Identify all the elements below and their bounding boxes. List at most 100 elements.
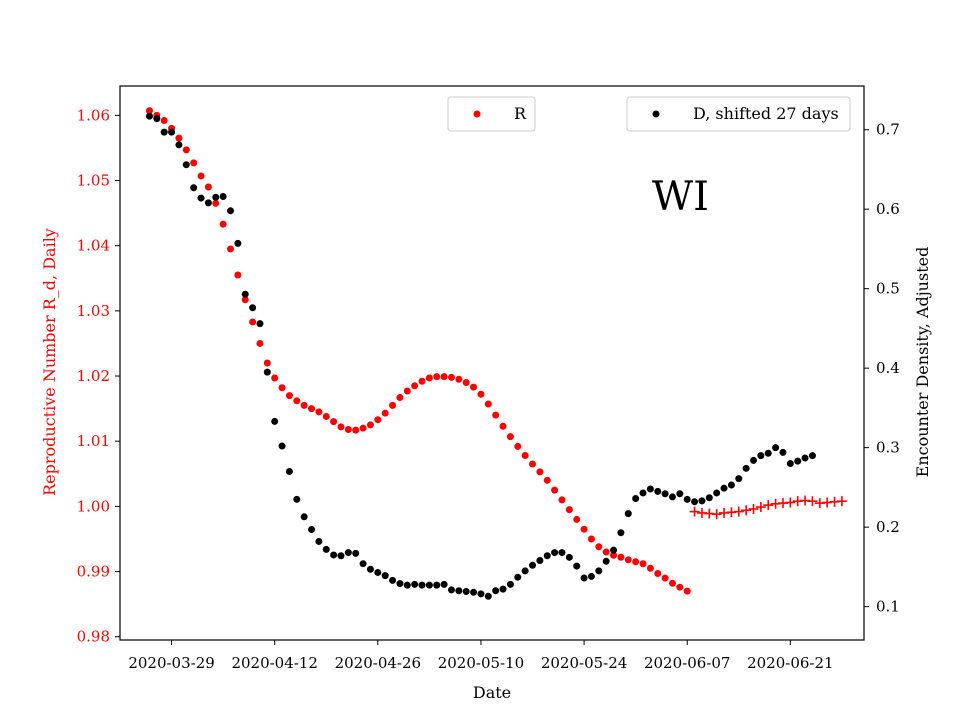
r-point xyxy=(160,117,168,125)
r-projection-point xyxy=(807,496,818,507)
d-point xyxy=(477,590,485,598)
d-point xyxy=(499,585,507,593)
left-y-tick-label: 0.98 xyxy=(77,628,110,646)
r-point xyxy=(565,506,573,514)
d-point xyxy=(779,448,787,456)
r-point xyxy=(285,392,293,400)
state-annotation: WI xyxy=(652,174,709,220)
r-point xyxy=(499,422,507,430)
d-point xyxy=(249,304,257,312)
d-point xyxy=(241,290,249,298)
d-point xyxy=(396,580,404,588)
r-point xyxy=(425,374,433,382)
r-point xyxy=(256,339,264,347)
d-point xyxy=(735,475,743,483)
x-axis-label: Date xyxy=(473,683,511,702)
right-y-axis: 0.1 0.2 0.3 0.4 0.5 0.6 0.7 xyxy=(864,121,900,616)
x-tick-label: 2020-04-26 xyxy=(335,654,421,672)
plot-area xyxy=(145,107,847,600)
d-point xyxy=(639,489,647,497)
r-point xyxy=(683,587,691,595)
d-point xyxy=(587,572,595,580)
d-point xyxy=(624,510,632,518)
r-point xyxy=(322,412,330,420)
d-point xyxy=(713,489,721,497)
d-point xyxy=(403,581,411,589)
legend-r: R xyxy=(447,96,536,132)
d-point xyxy=(654,487,662,495)
d-point xyxy=(565,553,573,561)
d-point xyxy=(330,551,338,559)
d-point xyxy=(389,576,397,584)
right-y-tick-label: 0.6 xyxy=(876,200,900,218)
d-point xyxy=(190,184,198,192)
d-point xyxy=(794,457,802,465)
left-y-tick-label: 1.04 xyxy=(77,237,110,255)
d-point xyxy=(366,565,374,573)
r-point xyxy=(396,394,404,402)
r-point xyxy=(580,525,588,533)
legend-d: D, shifted 27 days xyxy=(626,96,851,132)
r-point xyxy=(204,183,212,191)
r-projection-point xyxy=(711,509,722,520)
r-point xyxy=(374,416,382,424)
r-point xyxy=(389,401,397,409)
r-point xyxy=(646,564,654,572)
x-tick-label: 2020-06-07 xyxy=(644,654,730,672)
r-point xyxy=(632,558,640,566)
d-point xyxy=(808,452,816,460)
r-point xyxy=(595,543,603,551)
d-point xyxy=(425,581,433,589)
d-point xyxy=(168,128,176,136)
left-y-tick-label: 1.00 xyxy=(77,497,110,515)
r-point xyxy=(506,433,514,441)
r-point xyxy=(241,296,249,304)
r-point xyxy=(403,387,411,395)
left-y-tick-label: 0.99 xyxy=(77,563,110,581)
r-point xyxy=(352,426,360,434)
d-point xyxy=(742,464,750,472)
r-projection-point xyxy=(755,502,766,513)
d-point xyxy=(204,199,212,207)
d-point xyxy=(514,573,522,581)
d-point xyxy=(315,537,323,545)
right-y-tick-label: 0.5 xyxy=(876,280,900,298)
r-point xyxy=(536,468,544,476)
d-point xyxy=(175,141,183,149)
d-point xyxy=(153,115,161,123)
r-projection-point xyxy=(836,496,847,507)
r-projection-point xyxy=(741,505,752,516)
axes-border xyxy=(119,85,865,641)
right-y-tick-label: 0.1 xyxy=(876,598,900,616)
d-point xyxy=(551,549,559,557)
legend-r-label: R xyxy=(514,104,527,123)
d-point xyxy=(543,552,551,560)
d-point xyxy=(293,495,301,503)
x-tick-label: 2020-05-24 xyxy=(541,654,627,672)
legend-r-marker xyxy=(473,110,481,118)
d-point xyxy=(160,128,168,136)
d-point xyxy=(580,574,588,582)
r-point xyxy=(330,418,338,426)
r-point xyxy=(639,560,647,568)
d-point xyxy=(263,368,271,376)
r-point xyxy=(182,146,190,154)
r-point xyxy=(484,400,492,408)
r-point xyxy=(587,535,595,543)
d-point xyxy=(374,568,382,576)
r-projection-point xyxy=(689,506,700,517)
d-point xyxy=(285,467,293,475)
r-point xyxy=(271,374,279,382)
r-point xyxy=(668,579,676,587)
x-tick-label: 2020-03-29 xyxy=(128,654,214,672)
x-axis: 2020-03-29 2020-04-12 2020-04-26 2020-05-10… xyxy=(128,640,834,672)
d-point xyxy=(381,572,389,580)
d-point xyxy=(705,494,713,502)
r-point xyxy=(455,375,463,383)
left-y-tick-label: 1.06 xyxy=(77,106,110,124)
r-projection-point xyxy=(785,497,796,508)
d-point xyxy=(470,588,478,596)
r-point xyxy=(676,583,684,591)
r-point xyxy=(175,134,183,142)
